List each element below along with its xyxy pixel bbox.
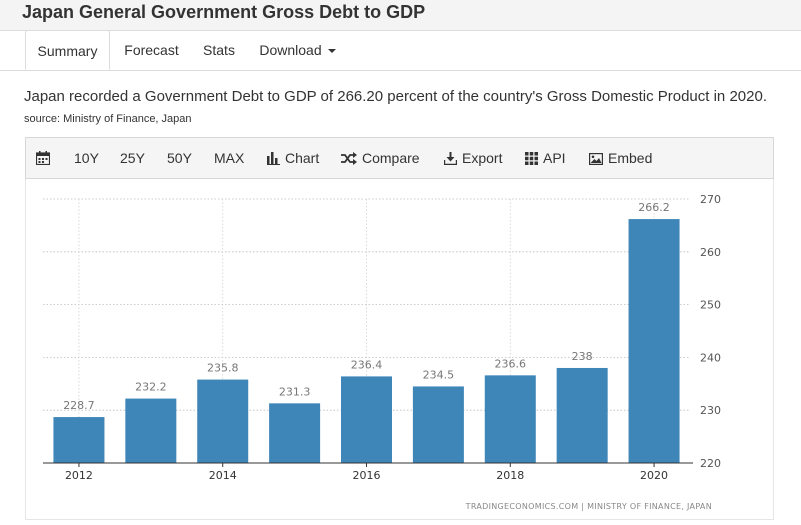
range-50y-button[interactable]: 50Y <box>167 150 192 166</box>
chart-area: 220 230 240 250 260 270 228.7 232.2 235.8 231.3 23… <box>25 179 774 520</box>
compare-button[interactable]: Compare <box>341 138 420 178</box>
range-max-button[interactable]: MAX <box>214 150 245 166</box>
y-tick-label: 230 <box>700 404 721 417</box>
calendar-icon <box>35 151 51 166</box>
chart-type-label: Chart <box>285 150 320 166</box>
description-text: Japan recorded a Government Debt to GDP … <box>24 88 767 105</box>
bar-2014[interactable] <box>197 379 249 463</box>
range-25y-button[interactable]: 25Y <box>120 150 145 166</box>
data-label: 236.6 <box>495 357 527 370</box>
tab-download-label: Download <box>259 42 322 58</box>
tab-summary[interactable]: Summary <box>25 30 110 70</box>
y-tick-label: 260 <box>700 246 721 259</box>
tab-stats[interactable]: Stats <box>193 30 245 70</box>
x-tick-label: 2014 <box>209 469 237 482</box>
y-tick-label: 270 <box>700 193 721 206</box>
bar-2016[interactable] <box>341 376 392 463</box>
data-label: 234.5 <box>423 368 455 381</box>
download-icon <box>443 152 458 166</box>
data-label: 232.2 <box>135 381 167 394</box>
tab-forecast[interactable]: Forecast <box>114 30 189 70</box>
chart-toolbar: 10Y 25Y 50Y MAX Chart Compare Export AP <box>25 137 774 179</box>
chart-credit: TRADINGECONOMICS.COM | MINISTRY OF FINAN… <box>465 502 712 511</box>
x-tick-label: 2012 <box>65 469 93 482</box>
data-label: 235.8 <box>207 362 239 375</box>
api-button[interactable]: API <box>525 138 566 178</box>
export-button[interactable]: Export <box>443 138 503 178</box>
api-label: API <box>543 150 566 166</box>
x-tick-label: 2018 <box>496 469 524 482</box>
caret-down-icon <box>327 49 336 54</box>
description: Japan recorded a Government Debt to GDP … <box>24 86 776 130</box>
compare-label: Compare <box>362 150 420 166</box>
bar-2020[interactable] <box>628 219 680 463</box>
data-label: 236.4 <box>351 358 383 371</box>
tab-bar: Summary Forecast Stats Download <box>0 30 801 71</box>
bar-2019[interactable] <box>556 367 608 463</box>
grid-icon <box>525 152 538 165</box>
data-label: 238 <box>572 350 593 363</box>
bar-2018[interactable] <box>484 375 536 463</box>
export-label: Export <box>462 150 503 166</box>
page-title: Japan General Government Gross Debt to G… <box>22 2 426 22</box>
bar-chart: 220 230 240 250 260 270 228.7 232.2 235.8 231.3 23… <box>43 193 721 511</box>
y-tick-label: 240 <box>700 351 721 364</box>
data-label: 231.3 <box>279 385 311 398</box>
x-tick-label: 2020 <box>640 469 668 482</box>
y-tick-label: 220 <box>700 457 721 470</box>
bar-2012[interactable] <box>53 417 105 463</box>
data-label: 266.2 <box>638 201 670 214</box>
bar-2017[interactable] <box>412 386 464 463</box>
bar-2015[interactable] <box>269 403 321 463</box>
title-bar: Japan General Government Gross Debt to G… <box>0 0 801 31</box>
tab-summary-label: Summary <box>37 43 98 59</box>
x-tick-label: 2016 <box>353 469 381 482</box>
source-text: source: Ministry of Finance, Japan <box>24 113 192 125</box>
tab-forecast-label: Forecast <box>124 42 179 58</box>
calendar-button[interactable] <box>35 138 55 178</box>
bar-2013[interactable] <box>125 398 177 463</box>
tab-download[interactable]: Download <box>250 30 345 70</box>
chart-type-button[interactable]: Chart <box>267 138 319 178</box>
image-icon <box>589 153 604 166</box>
data-label: 228.7 <box>63 399 95 412</box>
embed-label: Embed <box>608 150 653 166</box>
range-10y-button[interactable]: 10Y <box>74 150 99 166</box>
shuffle-icon <box>341 152 357 165</box>
bar-chart-icon <box>267 152 280 165</box>
y-tick-label: 250 <box>700 299 721 312</box>
tab-stats-label: Stats <box>203 42 235 58</box>
embed-button[interactable]: Embed <box>589 138 652 178</box>
